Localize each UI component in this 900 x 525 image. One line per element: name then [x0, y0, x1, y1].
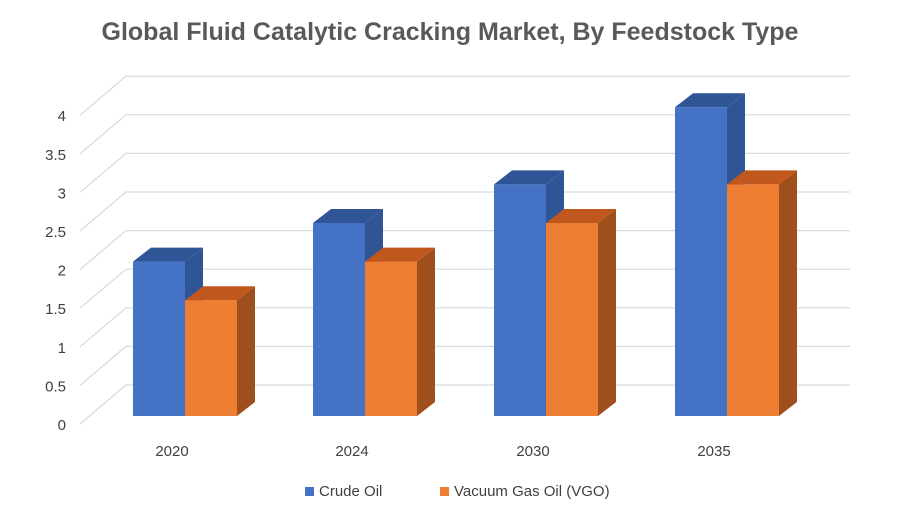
y-tick-label: 4 [58, 108, 66, 125]
y-tick-label: 2.5 [45, 224, 66, 241]
bar-front [185, 300, 237, 416]
y-tick-label: 3 [58, 185, 66, 202]
legend-swatch [440, 487, 449, 496]
legend-swatch [305, 487, 314, 496]
bar-top [313, 209, 383, 223]
bars [133, 93, 797, 416]
y-tick-label: 2 [58, 263, 66, 280]
bar [365, 247, 435, 416]
bar [546, 209, 616, 416]
y-tick-label: 3.5 [45, 147, 66, 164]
x-category-label: 2035 [697, 443, 730, 460]
bar [727, 170, 797, 416]
legend-label: Vacuum Gas Oil (VGO) [454, 483, 610, 500]
gridlines [79, 75, 850, 425]
bar-side [598, 209, 616, 416]
y-tick-label: 1 [58, 340, 66, 357]
bar-top [546, 209, 616, 223]
x-category-label: 2020 [155, 443, 188, 460]
legend-entry: Vacuum Gas Oil (VGO) [440, 483, 610, 500]
y-tick-label: 0 [58, 417, 66, 434]
x-category-label: 2024 [335, 443, 368, 460]
bar-side [417, 247, 435, 416]
bar-front [133, 261, 185, 416]
bar [185, 286, 255, 416]
bar-front [675, 107, 727, 416]
legend: Crude Oil Vacuum Gas Oil (VGO) [305, 483, 610, 500]
x-axis-categories: 2020 2024 2030 2035 [155, 443, 730, 460]
legend-entry: Crude Oil [305, 483, 382, 500]
bar-top [185, 286, 255, 301]
y-tick-label: 1.5 [45, 301, 66, 318]
gridline [79, 152, 850, 193]
bar-front [727, 184, 779, 416]
legend-label: Crude Oil [319, 483, 382, 500]
gridline [79, 191, 850, 232]
bar-top [133, 247, 203, 262]
bar-side [779, 170, 797, 416]
x-category-label: 2030 [516, 443, 549, 460]
bar-front [494, 184, 546, 416]
bar-top [727, 170, 797, 185]
bar-front [313, 223, 365, 416]
gridline [79, 75, 850, 116]
y-tick-label: 0.5 [45, 378, 66, 395]
bar-top [365, 247, 435, 262]
bar-top [494, 170, 564, 185]
y-axis-ticks: 0 0.5 1 1.5 2 2.5 3 3.5 4 [45, 108, 66, 434]
bar-side [237, 286, 255, 416]
gridline [79, 114, 850, 155]
bar-top [675, 93, 745, 108]
bar-front [365, 261, 417, 416]
bar-front [546, 223, 598, 416]
chart-title: Global Fluid Catalytic Cracking Market, … [101, 18, 799, 46]
